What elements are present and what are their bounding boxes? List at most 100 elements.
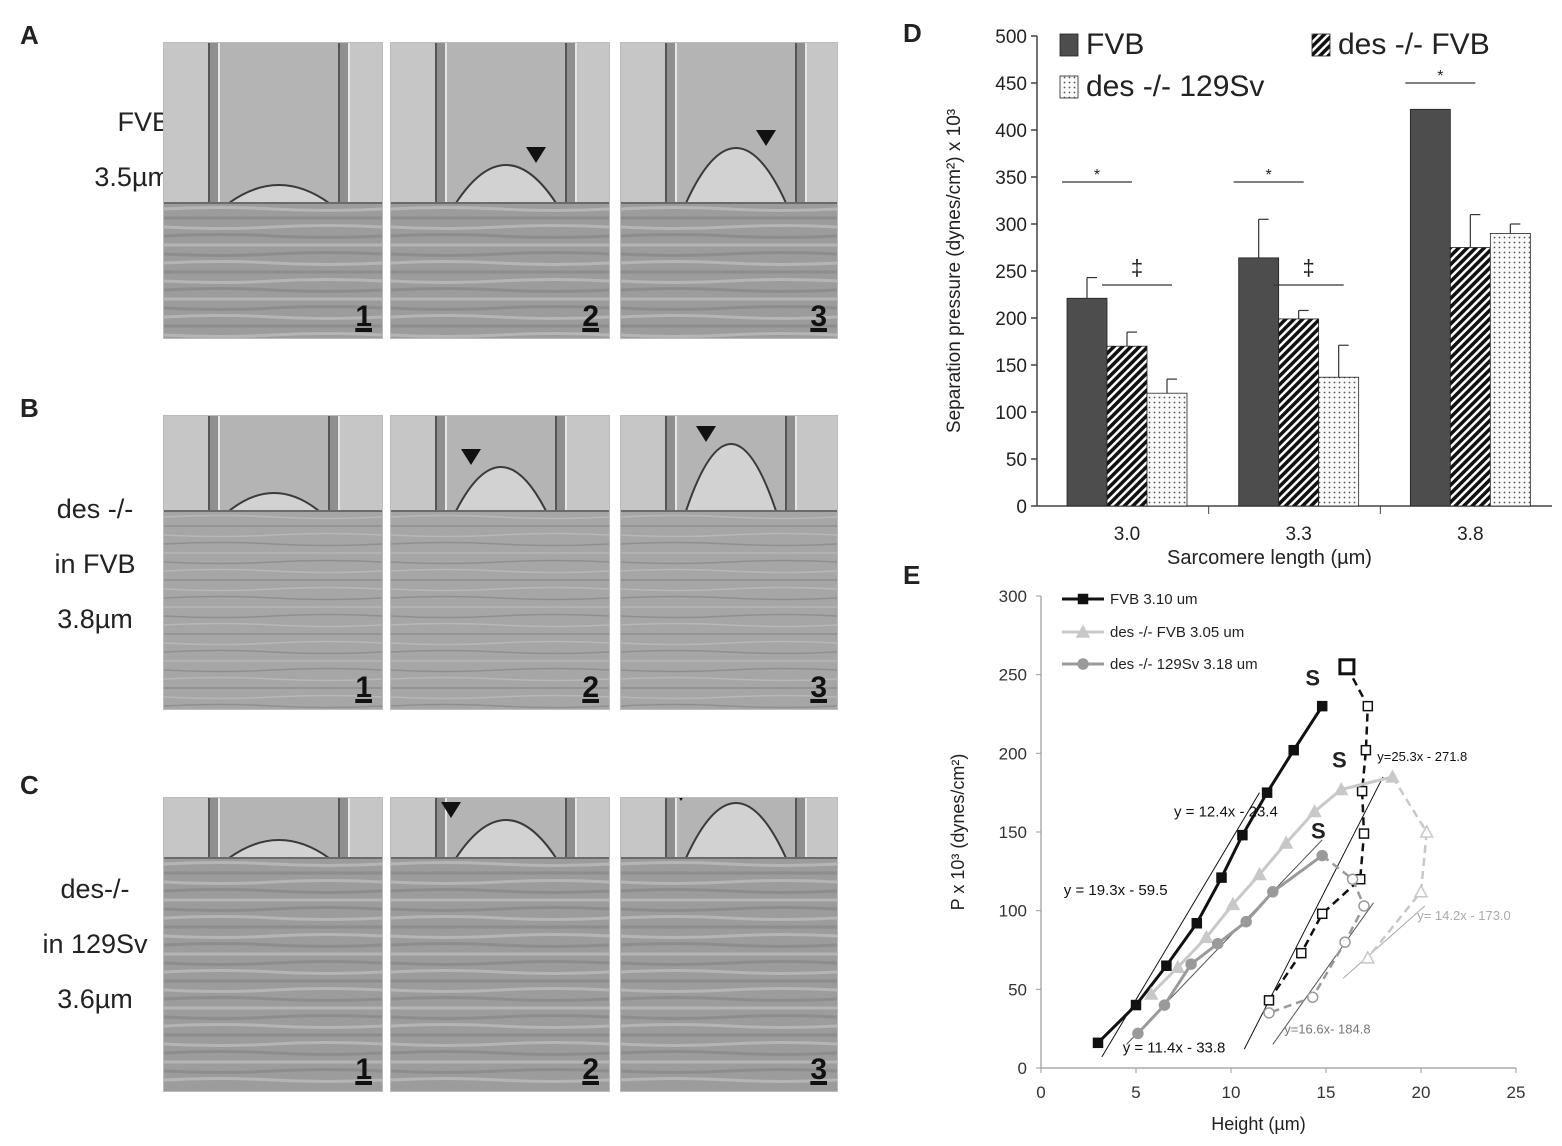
micrograph-b-1: 1	[163, 415, 383, 710]
x-tick-label: 5	[1131, 1083, 1140, 1102]
y-tick-label: 200	[999, 744, 1027, 763]
striation	[621, 987, 837, 993]
striation	[621, 906, 837, 912]
striation	[164, 969, 382, 975]
data-point	[1211, 937, 1224, 950]
striation	[164, 233, 382, 239]
striation	[391, 260, 609, 266]
striation	[621, 559, 837, 565]
data-point	[1346, 873, 1359, 885]
y-tick-label: 400	[995, 121, 1027, 142]
striation	[164, 1068, 382, 1074]
striation	[164, 942, 382, 948]
bar-des129sv	[1489, 232, 1531, 507]
striation	[391, 942, 609, 948]
striation	[164, 933, 382, 939]
striation	[164, 1041, 382, 1047]
striation	[164, 287, 382, 293]
data-point	[1316, 849, 1328, 862]
series-unloading-line	[1268, 854, 1366, 1015]
striation	[391, 1068, 609, 1074]
striation	[164, 514, 382, 520]
striation	[164, 667, 382, 673]
data-point	[1185, 958, 1197, 970]
striation	[621, 224, 837, 230]
striation	[621, 332, 837, 338]
striation	[391, 514, 609, 520]
striation	[391, 649, 609, 655]
y-tick-label: 250	[995, 262, 1027, 283]
frame-number: 1	[355, 671, 372, 704]
peak-label: S	[1311, 818, 1326, 843]
striation	[391, 703, 609, 709]
striation	[164, 649, 382, 655]
regression-line	[1272, 902, 1374, 1045]
data-point	[1333, 781, 1349, 796]
micrograph-image	[164, 43, 382, 338]
data-point	[1385, 769, 1400, 783]
striation	[621, 640, 837, 646]
striation	[164, 996, 382, 1002]
fit-equation: y = 19.3x - 59.5	[1064, 882, 1168, 899]
panel-label-line: FVB	[117, 107, 170, 137]
data-point	[1360, 744, 1372, 756]
data-point	[1170, 959, 1186, 974]
frame-number: 1	[355, 1053, 372, 1086]
y-tick-label: 450	[995, 74, 1027, 95]
data-point	[1263, 1007, 1275, 1019]
striation	[391, 1077, 609, 1083]
bar-des129sv	[1318, 376, 1360, 507]
striation	[621, 251, 837, 257]
striation	[164, 314, 382, 320]
pipette-wall	[339, 798, 349, 862]
x-tick-label: 10	[1222, 1083, 1241, 1102]
striation	[621, 595, 837, 601]
frame-number: 2	[582, 300, 599, 333]
striation	[391, 888, 609, 894]
panel-label-line: 3.8µm	[57, 604, 133, 634]
x-tick-label: 3.0	[1114, 524, 1140, 545]
legend-label: des -/- 129Sv 3.18 um	[1110, 656, 1258, 673]
striation	[164, 987, 382, 993]
striation	[164, 586, 382, 592]
striation	[164, 622, 382, 628]
striation	[391, 676, 609, 682]
panel-label-line: in FVB	[54, 549, 136, 579]
pipette-wall	[209, 798, 219, 862]
striation	[391, 879, 609, 885]
membrane-bleb	[684, 147, 788, 204]
y-tick-label: 100	[999, 902, 1027, 921]
striation	[391, 251, 609, 257]
micrograph-a-1: 1	[163, 42, 383, 339]
striation	[621, 613, 837, 619]
striation	[164, 1014, 382, 1020]
striation	[391, 667, 609, 673]
x-axis-label: Sarcomere length (µm)	[1167, 547, 1372, 569]
legend-label: des -/- FVB 3.05 um	[1110, 624, 1244, 641]
scatter-chart-pressure-height: 0 50 100 150 200 250 300 0 5 10 15 20 25 P x 10³ (dyn…	[948, 587, 1525, 1134]
striation	[391, 287, 609, 293]
data-point	[1261, 787, 1273, 798]
striation	[391, 906, 609, 912]
legend-label: FVB	[1086, 28, 1144, 61]
panel-letter-b: B	[20, 393, 39, 423]
striation	[164, 251, 382, 257]
striation	[621, 960, 837, 966]
striation	[391, 1041, 609, 1047]
y-tick-label: 50	[1006, 450, 1027, 471]
striation	[391, 1050, 609, 1056]
striation	[621, 1023, 837, 1029]
membrane-bleb	[684, 802, 788, 859]
membrane-bleb	[454, 466, 548, 512]
striation	[164, 676, 382, 682]
striation	[621, 861, 837, 867]
y-tick-label: 200	[995, 309, 1027, 330]
y-tick-label: 150	[999, 823, 1027, 842]
striation	[621, 278, 837, 284]
striation	[621, 206, 837, 212]
peak-label: S	[1332, 747, 1347, 772]
striation	[621, 676, 837, 682]
legend-label: FVB 3.10 um	[1110, 591, 1198, 608]
bar-des129sv	[1146, 392, 1188, 507]
y-tick-label: 50	[1008, 980, 1027, 999]
